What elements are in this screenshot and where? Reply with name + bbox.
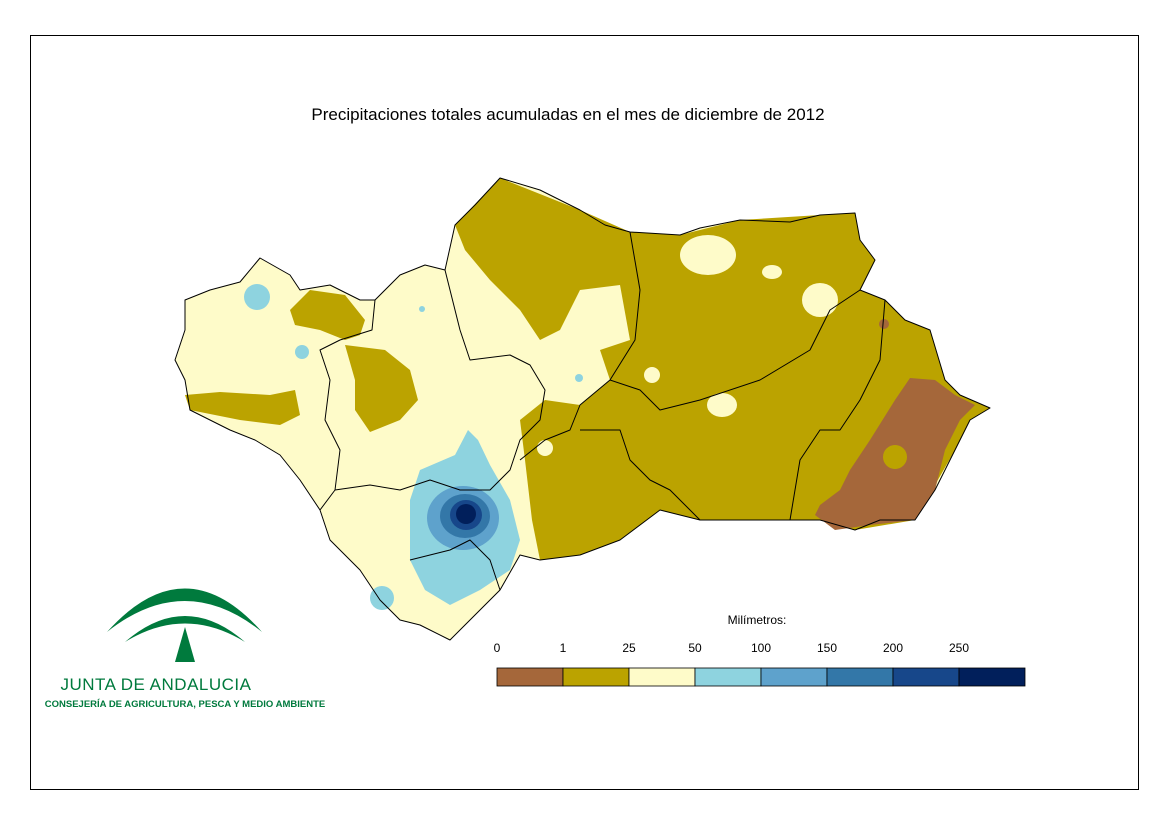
region-25-50	[537, 440, 553, 456]
region-1-25	[290, 290, 365, 340]
region-1-25	[883, 445, 907, 469]
region-50-100	[419, 306, 425, 312]
legend-title: Milímetros:	[728, 613, 787, 627]
region-25-50	[802, 283, 838, 317]
legend-swatch	[496, 667, 564, 687]
province-border	[334, 269, 546, 491]
andalusia-map	[174, 177, 991, 641]
legend-tick-label: 200	[883, 641, 903, 655]
legend-swatch	[760, 667, 828, 687]
logo-department: CONSEJERÍA DE AGRICULTURA, PESCA Y MEDIO…	[45, 699, 325, 710]
province-border	[519, 231, 641, 461]
province-border	[789, 299, 886, 521]
region-1-25	[185, 390, 300, 425]
legend-tick-label: 1	[560, 641, 567, 655]
region-50-100	[295, 345, 309, 359]
region-50-100	[575, 374, 583, 382]
legend-tick-label: 250	[949, 641, 969, 655]
logo-name: JUNTA DE ANDALUCIA	[60, 675, 251, 694]
legend-tick-label: 0	[494, 641, 501, 655]
legend-tick-label: 150	[817, 641, 837, 655]
logo: JUNTA DE ANDALUCIA CONSEJERÍA DE AGRICUL…	[45, 588, 325, 710]
legend-swatch	[892, 667, 960, 687]
region-50-100	[244, 284, 270, 310]
province-border	[580, 429, 701, 521]
region-25-50	[680, 235, 736, 275]
legend-tick-label: 50	[688, 641, 702, 655]
province-border	[609, 289, 861, 411]
map-title: Precipitaciones totales acumuladas en el…	[311, 105, 824, 124]
region-1-25	[345, 345, 418, 432]
region-25-50	[707, 393, 737, 417]
province-border	[319, 299, 376, 511]
logo-arc	[125, 616, 245, 642]
province-border	[409, 539, 501, 591]
legend-swatch	[826, 667, 894, 687]
legend-swatch	[628, 667, 696, 687]
region-25-50	[644, 367, 660, 383]
logo-triangle	[175, 627, 195, 662]
region-250-plus	[456, 504, 476, 524]
logo-arc	[107, 588, 262, 632]
legend-swatch	[694, 667, 762, 687]
region-0-1	[879, 319, 889, 329]
legend-swatch	[958, 667, 1026, 687]
legend-tick-label: 25	[622, 641, 636, 655]
legend-swatch	[562, 667, 630, 687]
region-25-50	[762, 265, 782, 279]
region-50-100	[370, 586, 394, 610]
legend-tick-label: 100	[751, 641, 771, 655]
legend: Milímetros: 0 1 25 50 100 150 200 250	[494, 613, 1026, 687]
